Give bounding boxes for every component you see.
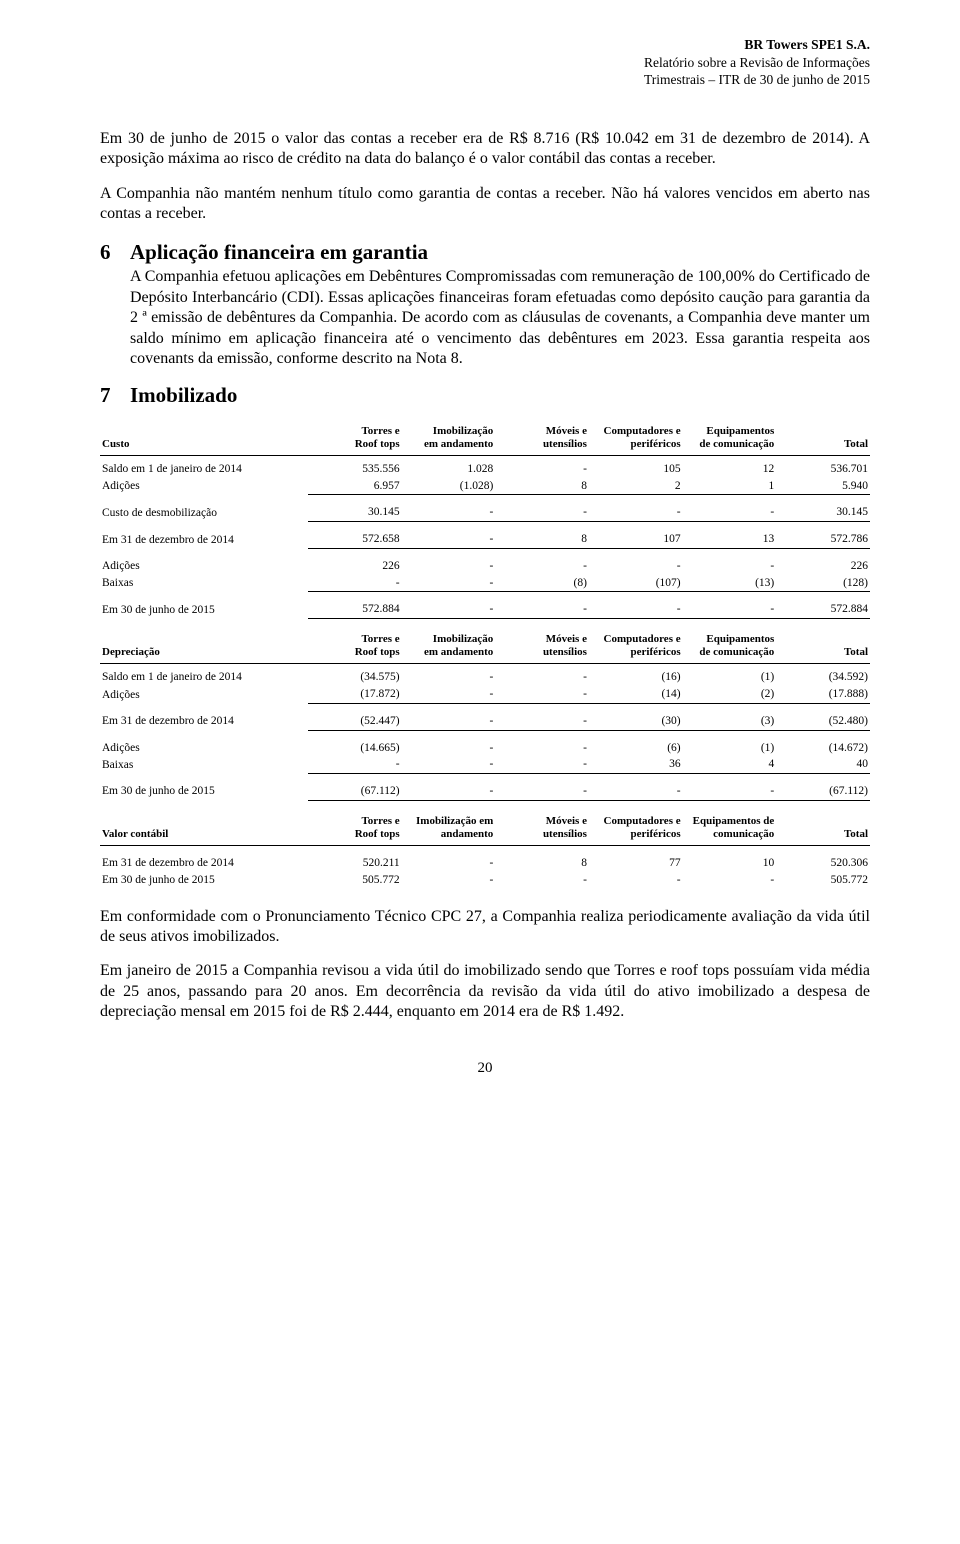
table-row: Em 30 de junho de 2015 (67.112) - - - - … <box>100 773 870 800</box>
section-7: 7 Imobilizado <box>100 382 870 411</box>
table-row: Em 31 de dezembro de 2014 520.211 - 8 77… <box>100 846 870 872</box>
table-row: Saldo em 1 de janeiro de 2014 535.556 1.… <box>100 455 870 477</box>
table-row: Baixas - - (8) (107) (13) (128) <box>100 575 870 592</box>
col-header: Total <box>776 631 870 664</box>
col-header: Móveis eutensílios <box>495 813 589 846</box>
company-name: BR Towers SPE1 S.A. <box>744 37 870 52</box>
section-6: 6 Aplicação financeira em garantia A Com… <box>100 239 870 370</box>
intro-paragraph-2: A Companhia não mantém nenhum título com… <box>100 184 870 225</box>
col-header: Móveis eutensílios <box>495 631 589 664</box>
table-row: Adições 6.957 (1.028) 8 2 1 5.940 <box>100 478 870 495</box>
col-header: Imobilizaçãoem andamento <box>402 423 496 456</box>
header-line1: Relatório sobre a Revisão de Informações <box>644 55 870 70</box>
table-row: Em 30 de junho de 2015 572.884 - - - - 5… <box>100 592 870 619</box>
col-header: Móveis eutensílios <box>495 423 589 456</box>
section-number: 7 <box>100 382 130 411</box>
section-title: Imobilizado <box>130 382 870 409</box>
table-row: Saldo em 1 de janeiro de 2014 (34.575) -… <box>100 664 870 686</box>
page-number: 20 <box>100 1059 870 1078</box>
col-header: Imobilizaçãoem andamento <box>402 631 496 664</box>
col-header: Torres eRoof tops <box>308 423 402 456</box>
col-header: Equipamentos decomunicação <box>683 813 777 846</box>
table-valor-contabil: Valor contábil Torres eRoof tops Imobili… <box>100 813 870 889</box>
closing-paragraph-2: Em janeiro de 2015 a Companhia revisou a… <box>100 961 870 1022</box>
table-row: Adições 226 - - - - 226 <box>100 548 870 574</box>
col-header: Equipamentosde comunicação <box>683 423 777 456</box>
col-header: Computadores eperiféricos <box>589 813 683 846</box>
table-depreciacao: Depreciação Torres eRoof tops Imobilizaç… <box>100 631 870 801</box>
document-header: BR Towers SPE1 S.A. Relatório sobre a Re… <box>100 36 870 89</box>
table-row: Baixas - - - 36 4 40 <box>100 756 870 773</box>
section-title: Aplicação financeira em garantia <box>130 239 870 266</box>
section-body: A Companhia efetuou aplicações em Debênt… <box>130 267 870 369</box>
table-custo: Custo Torres eRoof tops Imobilizaçãoem a… <box>100 423 870 619</box>
table-row: Em 30 de junho de 2015 505.772 - - - - 5… <box>100 872 870 889</box>
col-header: Torres eRoof tops <box>308 813 402 846</box>
col-header-label: Depreciação <box>100 631 308 664</box>
col-header: Torres eRoof tops <box>308 631 402 664</box>
col-header-label: Custo <box>100 423 308 456</box>
table-row: Custo de desmobilização 30.145 - - - - 3… <box>100 495 870 522</box>
col-header: Total <box>776 423 870 456</box>
intro-paragraph-1: Em 30 de junho de 2015 o valor das conta… <box>100 129 870 170</box>
section-number: 6 <box>100 239 130 370</box>
col-header: Total <box>776 813 870 846</box>
header-line2: Trimestrais – ITR de 30 de junho de 2015 <box>644 72 870 87</box>
closing-paragraph-1: Em conformidade com o Pronunciamento Téc… <box>100 907 870 948</box>
table-row: Em 31 de dezembro de 2014 (52.447) - - (… <box>100 703 870 730</box>
col-header: Imobilização emandamento <box>402 813 496 846</box>
table-row: Adições (14.665) - - (6) (1) (14.672) <box>100 730 870 756</box>
col-header: Computadores eperiféricos <box>589 631 683 664</box>
col-header-label: Valor contábil <box>100 813 308 846</box>
table-row: Adições (17.872) - - (14) (2) (17.888) <box>100 686 870 703</box>
table-row: Em 31 de dezembro de 2014 572.658 - 8 10… <box>100 522 870 549</box>
col-header: Computadores eperiféricos <box>589 423 683 456</box>
col-header: Equipamentosde comunicação <box>683 631 777 664</box>
